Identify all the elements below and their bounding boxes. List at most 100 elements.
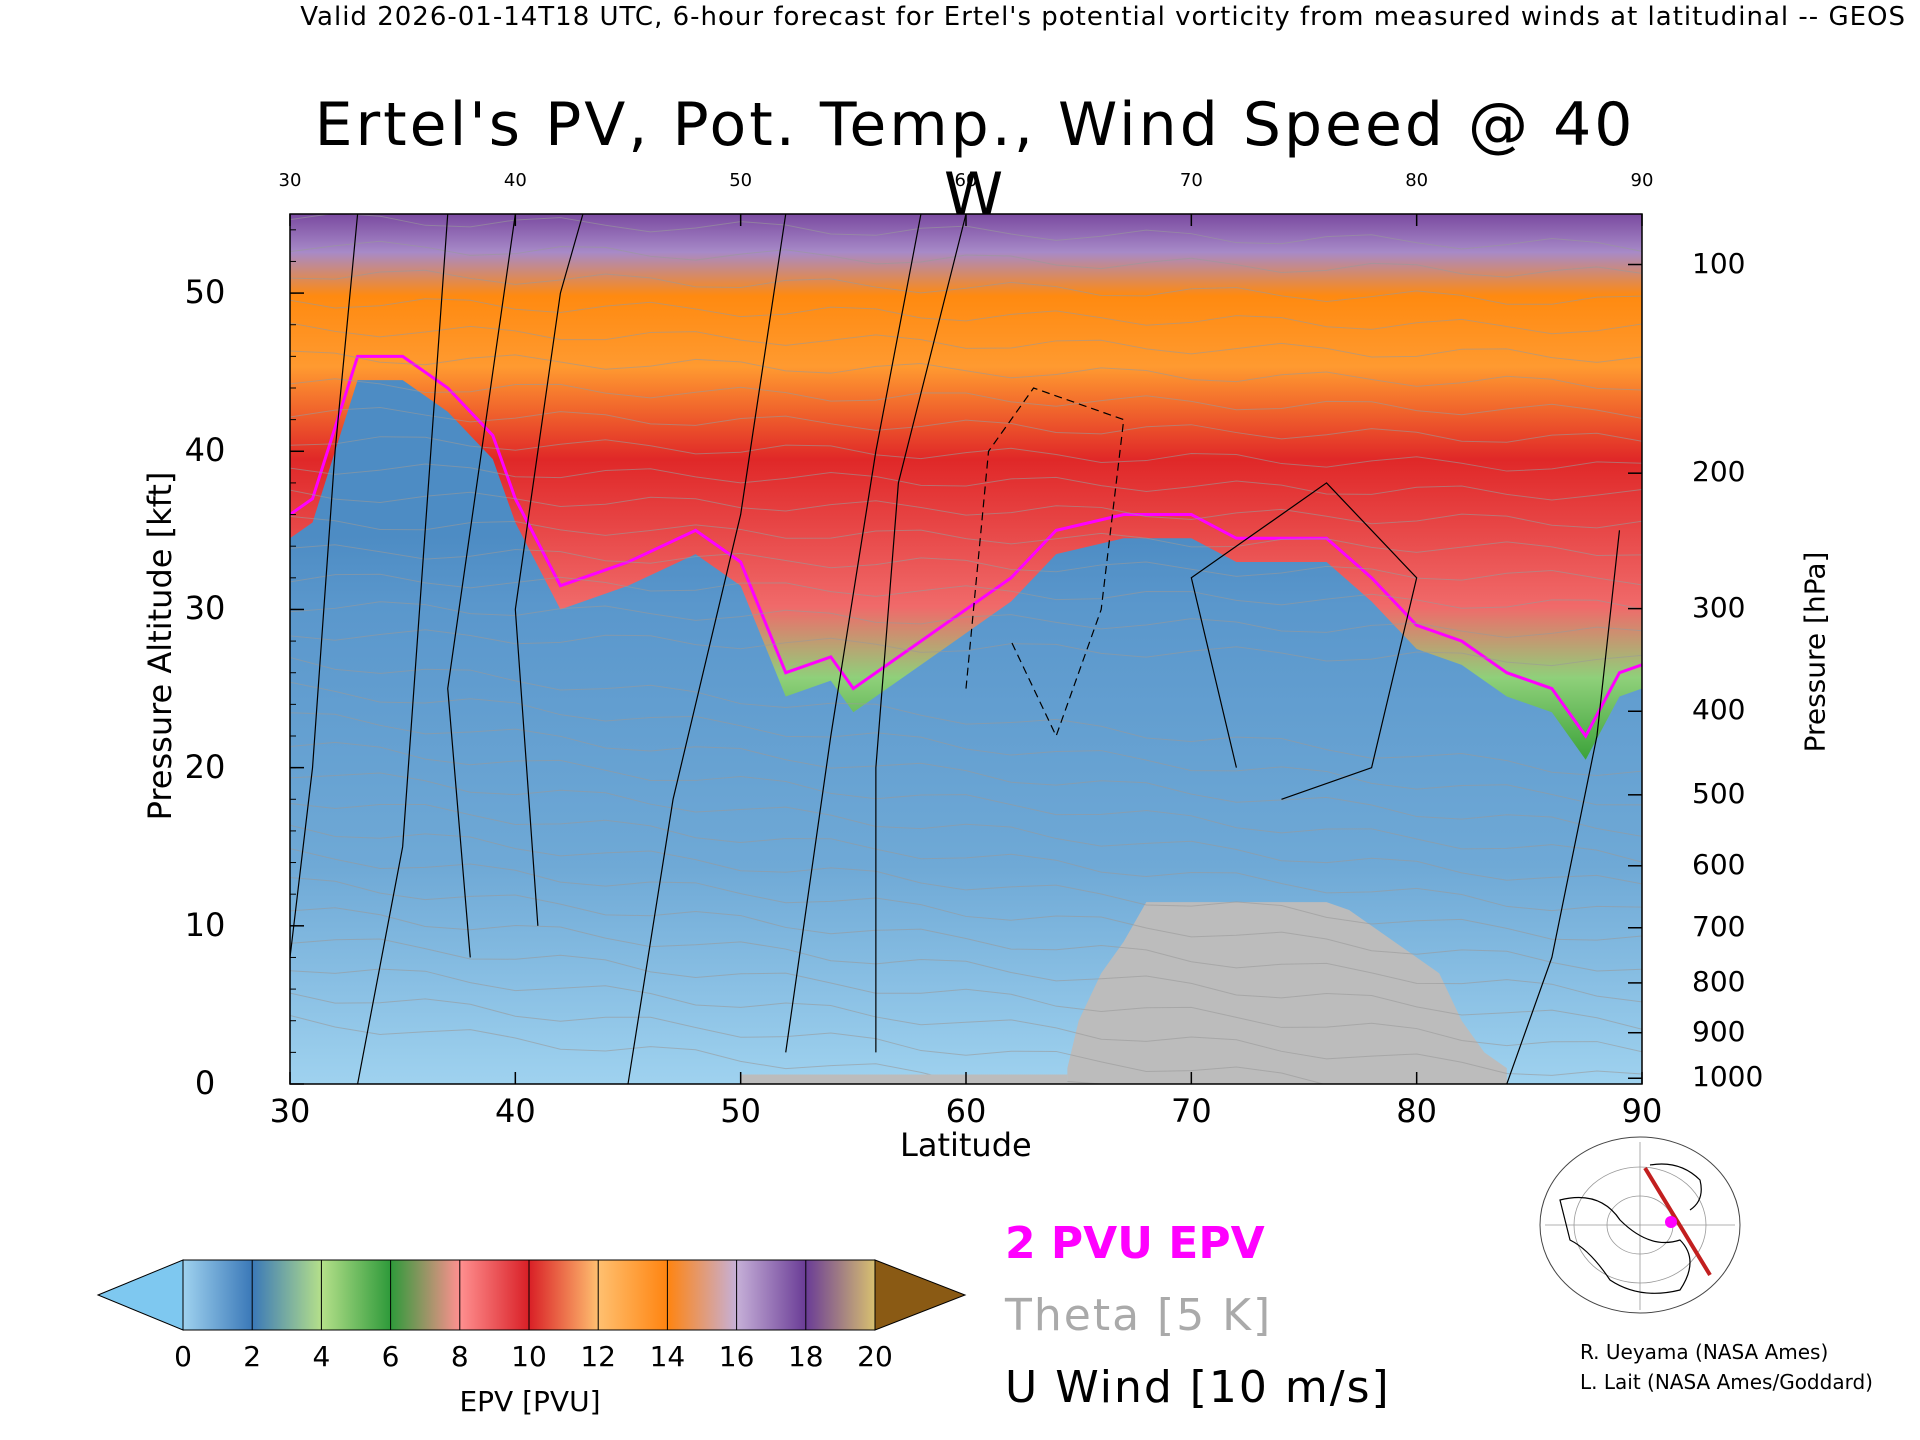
u-wind-contour [514,214,584,926]
y-tick-label: 10 [184,905,226,944]
colorbar [96,1259,967,1331]
x-tick-label-top: 50 [729,170,753,191]
valid-time-banner: Valid 2026-01-14T18 UTC, 6-hour forecast… [300,2,1906,32]
theta-contour [290,298,1642,335]
colorbar-tick-label: 0 [174,1340,192,1373]
pressure-tick-label: 500 [1692,776,1746,810]
x-tick-label-top: 60 [954,170,978,191]
u-wind-contour [627,214,787,1084]
colorbar-tick-label: 2 [243,1340,262,1373]
theta-contours [290,214,1642,1084]
u-wind-contour [965,387,1125,738]
theta-contour [290,436,1642,472]
theta-contour [290,269,1642,305]
theta-contour [290,629,1642,667]
colorbar-tick-label: 6 [381,1340,400,1373]
x-tick-label-top: 30 [278,170,302,191]
pressure-tick-label: 800 [1692,964,1746,998]
pressure-tick-label: 300 [1692,590,1746,624]
colorbar-tick-label: 12 [580,1340,616,1373]
colorbar-label: EPV [PVU] [459,1385,601,1418]
pressure-tick-label: 100 [1692,246,1746,280]
theta-contour [290,463,1642,501]
y-tick-label: 20 [184,747,226,786]
u-wind-contour [357,214,449,1084]
theta-contour [290,992,1326,1084]
pressure-tick-label: 400 [1692,693,1746,727]
u-wind-contours [290,214,1621,1084]
x-tick-label: 70 [1170,1092,1212,1130]
pressure-tick-label: 700 [1692,909,1746,943]
u-wind-contour [447,214,516,958]
theta-contour [290,406,1642,443]
surface-strip [740,1074,1068,1084]
x-axis-label: Latitude [900,1126,1032,1164]
colorbar-tick-label: 20 [857,1340,893,1373]
credit-line-2: L. Lait (NASA Ames/Goddard) [1580,1370,1873,1394]
x-tick-label: 80 [1396,1092,1438,1130]
theta-contour [290,350,1642,391]
x-tick-label: 60 [945,1092,987,1130]
x-tick-label: 30 [269,1092,311,1130]
x-tick-label-top: 90 [1630,170,1654,191]
theta-contour [290,824,1642,941]
colorbar-tick-label: 4 [312,1340,331,1373]
legend-uwind: U Wind [10 m/s] [1005,1362,1391,1413]
theta-contour [290,907,1642,1030]
theta-contour [290,240,1642,278]
u-wind-contour [785,214,922,1053]
colorbar-tick-label: 10 [511,1340,547,1373]
y-tick-label: 40 [184,431,226,470]
u-wind-contour [1190,482,1418,800]
theta-contour [290,489,1642,529]
u-wind-contour [1506,530,1621,1084]
theta-contour [290,573,1642,610]
x-tick-label: 40 [494,1092,536,1130]
theta-contour [290,802,1642,912]
location-marker [1665,1216,1677,1228]
y-axis-label: Pressure Altitude [kft] [141,471,179,821]
x-tick-label-top: 40 [503,170,527,191]
theta-contour [290,938,1642,1053]
stratospheric-pv-field [290,214,1642,760]
colorbar-tick-label: 16 [718,1340,755,1373]
y-tick-label: 30 [184,589,226,628]
credit-line-1: R. Ueyama (NASA Ames) [1580,1340,1829,1364]
x-tick-label-top: 80 [1405,170,1429,191]
x-tick-label: 50 [720,1092,762,1130]
legend-2pvu: 2 PVU EPV [1005,1218,1265,1269]
colorbar-tick-label: 8 [450,1340,469,1373]
colorbar-min-arrow [96,1259,184,1331]
theta-contour [290,681,1642,806]
x-tick-label: 90 [1621,1092,1663,1130]
theta-contour [290,712,1642,837]
theta-contour [290,515,1642,556]
plot-area [290,214,1642,1084]
theta-contour [290,657,1642,776]
colorbar-tick-label: 14 [649,1340,686,1373]
theta-contour [290,322,1642,363]
u-wind-contour [290,214,359,958]
y-tick-label: 0 [194,1064,216,1102]
pressure-tick-label: 600 [1692,847,1746,881]
u-wind-contour [875,214,967,1053]
pressure-tick-label: 900 [1692,1014,1746,1048]
pressure-tick-label: 200 [1692,455,1746,489]
inset-map [1539,1136,1741,1314]
theta-contour [290,848,1642,972]
y2-axis-label: Pressure [hPa] [1798,551,1832,753]
chart-title: Ertel's PV, Pot. Temp., Wind Speed @ 40 … [314,90,1636,230]
theta-contour [290,378,1642,419]
colorbar-tick-label: 18 [787,1340,824,1373]
pressure-tick-label: 1000 [1692,1060,1764,1094]
x-tick-label-top: 70 [1179,170,1203,191]
cross-section-path [1643,1166,1712,1277]
legend-theta: Theta [5 K] [1005,1290,1273,1341]
theta-contour [290,876,1642,1003]
axis-ticks [289,214,1643,1085]
theta-contour [290,741,1642,863]
theta-contour [290,968,1642,1076]
y-tick-label: 50 [184,273,226,312]
colorbar-max-arrow [874,1259,967,1331]
